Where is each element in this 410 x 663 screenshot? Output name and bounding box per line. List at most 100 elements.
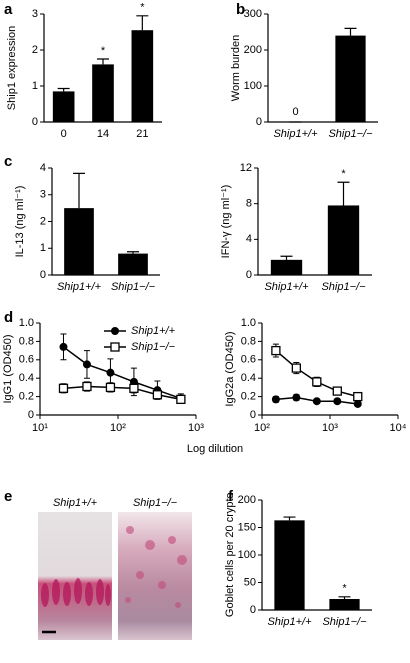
y-tick-label: 150: [238, 521, 256, 533]
point: [106, 368, 115, 377]
y-tick-label: 1.0: [19, 317, 34, 329]
y-tick-label: 1: [32, 80, 38, 92]
bar: [64, 208, 94, 275]
point: [105, 382, 116, 393]
y-tick-label: 2: [40, 215, 46, 227]
x-tick-label: 21: [136, 128, 148, 140]
legend-label: Ship1−/−: [131, 341, 176, 353]
panel-letter: e: [4, 488, 12, 505]
point: [312, 377, 322, 387]
x-tick-label: Ship1−/−: [111, 281, 156, 293]
x-tick-label: 10³: [322, 422, 338, 434]
legend-label: Ship1+/+: [131, 325, 176, 337]
legend-marker: [111, 327, 119, 335]
image-label: Ship1−/−: [133, 497, 178, 509]
error-bar: [337, 181, 350, 206]
error-bar: [136, 15, 149, 31]
point: [82, 360, 91, 369]
y-tick-label: 200: [238, 494, 256, 506]
panel-letter: f: [228, 488, 234, 505]
y-tick-label: 0.4: [19, 372, 34, 384]
x-tick-label: 10²: [254, 422, 270, 434]
error-bar: [338, 596, 351, 599]
histology: [38, 512, 192, 640]
y-axis-label: Worm burden: [230, 35, 242, 101]
image-label: Ship1+/+: [53, 497, 98, 509]
error-bar: [57, 87, 70, 92]
y-tick-label: 0.4: [241, 372, 256, 384]
bar: [274, 520, 305, 610]
x-tick-label: Ship1−/−: [321, 281, 366, 293]
y-tick-label: 0: [28, 409, 34, 421]
value-label: 0: [292, 106, 298, 118]
y-tick-label: 0.2: [19, 391, 34, 403]
panel-letter: b: [236, 1, 245, 18]
y-axis-label: IgG2a (OD450): [224, 331, 236, 406]
point: [59, 342, 68, 351]
legend-marker: [110, 342, 120, 352]
y-axis-label: IgG1 (OD450): [2, 334, 14, 403]
y-tick-label: 1: [40, 242, 46, 254]
point: [152, 390, 163, 400]
point: [291, 363, 302, 373]
y-axis-label: IL-13 (ng ml⁻¹): [14, 186, 26, 258]
panel-letter: a: [4, 1, 13, 18]
x-tick-label: Ship1−/−: [322, 616, 367, 628]
bar: [270, 259, 303, 275]
y-tick-label: 0.6: [19, 354, 34, 366]
y-tick-label: 0: [32, 116, 38, 128]
x-axis-label: Log dilution: [187, 443, 243, 455]
annotation: *: [341, 168, 346, 180]
y-tick-label: 0.6: [241, 354, 256, 366]
y-tick-label: 100: [238, 549, 256, 561]
y-tick-label: 100: [244, 80, 262, 92]
x-tick-label: 10⁴: [390, 422, 407, 434]
point: [129, 383, 139, 393]
point: [82, 381, 92, 392]
y-tick-label: 0: [246, 269, 252, 281]
histology-image: [38, 512, 112, 640]
bar: [52, 91, 75, 122]
panel-letter: d: [4, 309, 13, 326]
x-tick-label: 14: [97, 128, 109, 140]
error-bar: [97, 58, 109, 65]
bar: [335, 35, 366, 122]
error-bar: [283, 516, 296, 521]
y-tick-label: 0: [250, 409, 256, 421]
y-tick-label: 1.0: [241, 317, 256, 329]
point: [332, 386, 342, 396]
y-tick-label: 0.2: [241, 391, 256, 403]
annotation: *: [140, 2, 145, 14]
y-tick-label: 0: [40, 269, 46, 281]
y-tick-label: 0: [250, 604, 256, 616]
y-tick-label: 300: [244, 8, 262, 20]
point: [353, 391, 363, 402]
y-tick-label: 0: [256, 116, 262, 128]
point: [312, 397, 321, 406]
annotation: *: [101, 45, 106, 57]
point: [271, 395, 280, 404]
series-line: [275, 350, 358, 398]
y-tick-label: 4: [40, 162, 46, 174]
point: [58, 383, 69, 393]
y-tick-label: 0.8: [241, 335, 256, 347]
point: [292, 393, 301, 402]
y-tick-label: 50: [244, 576, 256, 588]
y-tick-label: 3: [32, 8, 38, 20]
y-tick-label: 4: [246, 233, 252, 245]
y-axis-label: IFN-γ (ng ml⁻¹): [220, 185, 232, 259]
bar: [329, 599, 360, 610]
panel-letter: c: [4, 153, 12, 170]
y-tick-label: 200: [244, 44, 262, 56]
series-line: [63, 346, 182, 400]
bar: [92, 64, 114, 122]
x-tick-label: 0: [61, 128, 67, 140]
x-tick-label: Ship1+/+: [267, 616, 312, 628]
y-axis-label: Ship1 expression: [6, 26, 18, 110]
error-bar: [127, 251, 139, 254]
error-bar: [344, 27, 357, 36]
annotation: *: [342, 583, 347, 595]
bar: [327, 205, 360, 275]
bar: [118, 253, 148, 275]
